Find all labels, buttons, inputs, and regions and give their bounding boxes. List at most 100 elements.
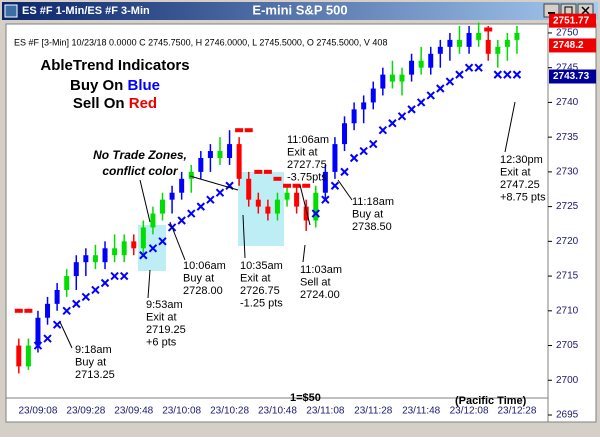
annotation-text: Exit at <box>146 311 177 323</box>
buy-stop <box>330 181 340 190</box>
buy-stop <box>72 299 81 309</box>
time-axis <box>5 397 549 423</box>
candle-body <box>332 144 338 172</box>
candle-body <box>274 199 280 214</box>
y-tick-label: 2710 <box>556 305 579 316</box>
annotation-text: Exit at <box>240 272 271 284</box>
price-flag-label: 2751.77 <box>553 15 590 26</box>
buy-stop <box>311 209 320 218</box>
buy-stop <box>493 70 503 79</box>
annotation-text: 2738.50 <box>352 221 392 233</box>
annotation-text: 2713.25 <box>75 369 115 381</box>
candle-body <box>140 227 146 249</box>
buy-stop <box>512 70 522 79</box>
y-tick-label: 2745 <box>556 62 579 73</box>
annotation-text: Sell at <box>300 276 331 288</box>
window-title: ES #F 1-Min/ES #F 3-Min <box>22 5 150 17</box>
buy-stop <box>148 244 158 253</box>
candle-body <box>476 32 482 40</box>
point-value-note: 1=$50 <box>290 392 321 404</box>
candle-body <box>179 178 185 193</box>
annotation-text: Buy at <box>352 208 383 220</box>
close-glyph <box>581 6 590 15</box>
price-flag-label: 2748.2 <box>553 40 584 51</box>
zone-pointer <box>139 175 239 223</box>
annotation-pointer <box>147 269 151 299</box>
annotation-text: Exit at <box>500 166 531 178</box>
candle-body <box>35 317 41 346</box>
legend-buy: Buy On Blue <box>70 77 160 94</box>
y-tick-label: 2735 <box>556 132 579 143</box>
annotation-text: 12:30pm <box>500 154 543 166</box>
candle-body <box>495 46 501 54</box>
legend-sell-color: Red <box>129 95 157 112</box>
buy-stop <box>100 278 110 288</box>
y-tick-label: 2730 <box>556 167 579 178</box>
annotation-text: Buy at <box>75 356 106 368</box>
annotation-text: Exit at <box>287 146 318 158</box>
annotation-text: 2728.00 <box>183 285 223 297</box>
y-tick-label: 2720 <box>556 236 579 247</box>
candle-body <box>217 151 223 158</box>
buy-stop <box>43 334 52 343</box>
candle-body <box>514 32 520 40</box>
buy-stop <box>445 77 455 86</box>
buy-stop <box>91 285 100 295</box>
candle-body <box>207 151 213 158</box>
candle-body <box>73 262 79 277</box>
annotation-text: 9:53am <box>146 299 183 311</box>
legend-heading: AbleTrend Indicators <box>40 57 189 74</box>
buy-stop <box>436 84 445 93</box>
buy-stop <box>196 202 206 211</box>
candle-body <box>284 192 290 200</box>
annotation-pointer <box>242 214 246 259</box>
buy-stop <box>62 306 71 316</box>
price-flag <box>549 13 596 28</box>
sell-stop <box>273 176 282 181</box>
buy-stop <box>215 188 225 197</box>
buy-stop <box>503 70 512 79</box>
y-tick-label: 2695 <box>556 410 579 421</box>
sell-stop <box>244 128 253 133</box>
annotation-pointer <box>299 184 311 226</box>
candle-body <box>380 74 386 89</box>
annotation-text: 2747.25 <box>500 179 540 191</box>
annotation-text: 11:18am <box>352 196 394 208</box>
zone-note: conflict color <box>102 164 179 178</box>
x-tick-label: 23/10:08 <box>162 406 201 417</box>
buy-stop <box>158 237 167 246</box>
legend-sell: Sell On Red <box>73 95 157 112</box>
candle-body <box>236 144 242 179</box>
annotation-text: 2726.75 <box>240 285 280 297</box>
annotation-text: +8.75 pts <box>500 191 546 203</box>
sell-stop <box>14 308 23 313</box>
buy-stop <box>340 167 349 177</box>
buy-stop <box>33 341 43 350</box>
candle-body <box>25 345 31 367</box>
buy-stop <box>407 105 416 114</box>
candle-body <box>303 206 309 221</box>
annotation-text: -3.75pts <box>287 171 327 183</box>
candle-body <box>45 303 51 318</box>
buy-stop <box>177 216 186 225</box>
price-flag <box>549 69 596 84</box>
candle-body <box>265 206 271 214</box>
candle-body <box>246 178 252 200</box>
x-tick-label: 23/11:48 <box>402 406 441 417</box>
chart-title: E-mini S&P 500 <box>252 2 347 17</box>
window-icon <box>4 4 18 18</box>
candle-body <box>92 255 98 263</box>
sell-stop <box>302 183 311 188</box>
sell-stop <box>292 183 301 188</box>
buy-stop <box>321 195 330 204</box>
candle-body <box>437 46 443 54</box>
candle-body <box>389 74 395 82</box>
x-tick-label: 23/09:28 <box>66 406 105 417</box>
x-tick-label: 23/12:08 <box>450 406 489 417</box>
x-tick-label: 23/10:28 <box>210 406 249 417</box>
annotation-text: 10:35am <box>240 260 283 272</box>
buy-stop <box>464 63 474 72</box>
sell-stop <box>24 308 33 313</box>
candle-body <box>313 192 319 221</box>
buy-stop <box>110 271 119 281</box>
